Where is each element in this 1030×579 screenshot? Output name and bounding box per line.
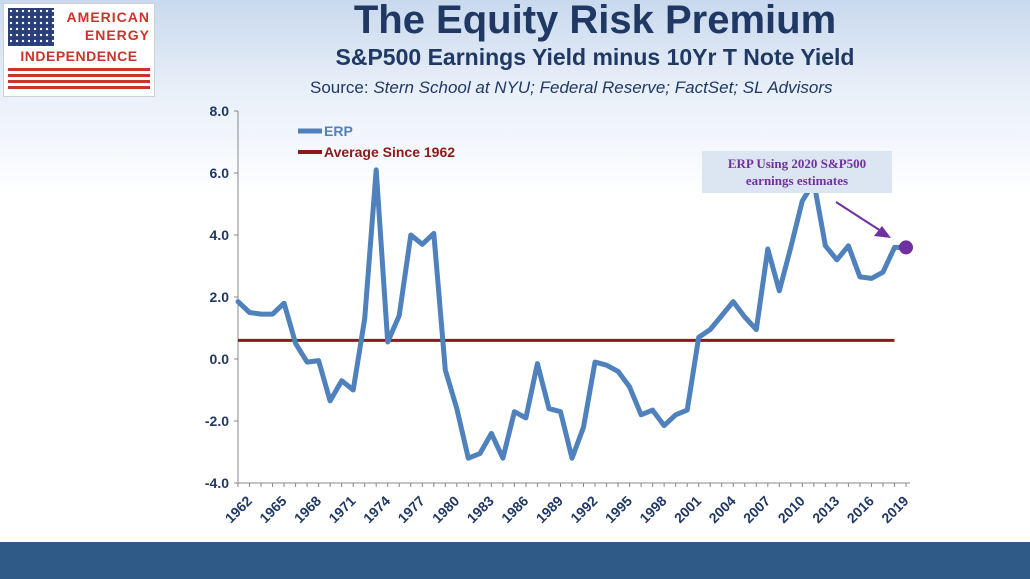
y-tick-label: 0.0 (210, 351, 230, 367)
x-tick-label: 2007 (740, 493, 773, 526)
logo: AMERICAN ENERGY INDEPENDENCE (3, 3, 155, 97)
legend-erp-label: ERP (324, 123, 353, 139)
source-line: Source: Stern School at NYU; Federal Res… (310, 78, 833, 98)
y-tick-label: 4.0 (210, 227, 230, 243)
x-tick-label: 1974 (360, 493, 393, 526)
x-tick-label: 2001 (671, 493, 704, 526)
footer-bar (0, 542, 1030, 579)
annotation-arrow-head (874, 226, 891, 238)
legend-average-label: Average Since 1962 (324, 144, 455, 160)
x-tick-label: 1965 (256, 493, 289, 526)
x-tick-label: 1983 (464, 493, 497, 526)
logo-stripes (8, 68, 150, 92)
annotation-text: ERP Using 2020 S&P500 (728, 156, 866, 171)
y-tick-label: 8.0 (210, 103, 230, 119)
logo-line-1: AMERICAN (66, 9, 150, 25)
annotation-text: earnings estimates (746, 173, 848, 188)
x-tick-label: 1986 (498, 493, 531, 526)
source-text: Stern School at NYU; Federal Reserve; Fa… (373, 78, 833, 97)
x-tick-label: 1971 (325, 493, 358, 526)
flag-icon (8, 8, 54, 46)
x-tick-label: 2004 (705, 493, 738, 526)
x-tick-label: 2019 (878, 493, 911, 526)
logo-line-2: ENERGY (84, 27, 150, 43)
x-tick-label: 1995 (602, 493, 635, 526)
x-tick-label: 1968 (291, 493, 324, 526)
y-tick-label: -2.0 (205, 413, 229, 429)
series-erp-line (235, 167, 909, 461)
x-tick-label: 1992 (567, 493, 600, 526)
page-subtitle: S&P500 Earnings Yield minus 10Yr T Note … (335, 44, 855, 70)
highlight-point (899, 240, 913, 255)
x-tick-label: 1989 (533, 493, 566, 526)
annotation-arrow-line (835, 201, 885, 234)
x-tick-label: 1962 (222, 493, 255, 526)
x-tick-label: 1977 (394, 493, 427, 526)
x-tick-label: 2013 (809, 493, 842, 526)
x-tick-label: 1980 (429, 493, 462, 526)
logo-line-3: INDEPENDENCE (20, 48, 138, 64)
x-tick-label: 2010 (775, 493, 808, 526)
page-title: The Equity Risk Premium (353, 0, 837, 42)
source-label: Source: (310, 78, 369, 97)
y-tick-label: 2.0 (210, 289, 230, 305)
y-tick-label: -4.0 (205, 475, 229, 491)
y-tick-label: 6.0 (210, 165, 230, 181)
annotation-box (702, 151, 892, 193)
x-tick-label: 2016 (844, 493, 877, 526)
x-tick-label: 1998 (636, 493, 669, 526)
